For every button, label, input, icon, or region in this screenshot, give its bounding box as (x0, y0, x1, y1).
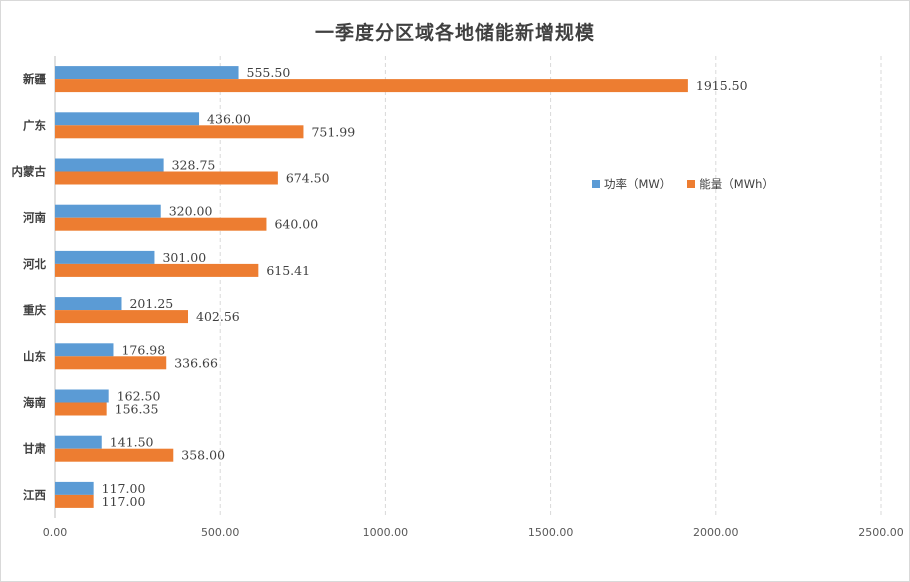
data-label-power: 301.00 (162, 250, 206, 265)
data-label-energy: 674.50 (286, 171, 330, 186)
legend-item-energy: 能量（MWh） (687, 176, 774, 192)
data-label-energy: 402.56 (196, 309, 240, 324)
x-tick-label: 1000.00 (363, 526, 409, 539)
bar-power (55, 112, 200, 126)
bar-power (55, 481, 94, 495)
data-label-energy: 358.00 (181, 448, 225, 463)
bar-energy (55, 125, 304, 139)
legend-label-energy: 能量（MWh） (699, 177, 774, 191)
category-label: 甘肃 (23, 442, 46, 456)
bar-energy (55, 494, 94, 508)
bar-power (55, 250, 155, 264)
category-label: 河北 (23, 257, 46, 271)
bar-energy (55, 310, 189, 324)
data-label-power: 176.98 (121, 342, 165, 357)
category-label: 内蒙古 (12, 165, 47, 179)
data-label-power: 141.50 (110, 435, 154, 450)
bar-energy (55, 217, 267, 231)
bar-energy (55, 448, 174, 462)
data-label-power: 117.00 (102, 481, 146, 496)
legend-label-power: 功率（MW） (604, 177, 672, 191)
bar-power (55, 204, 161, 218)
data-label-power: 328.75 (172, 158, 216, 173)
bar-power (55, 343, 114, 357)
category-label: 山东 (23, 349, 46, 363)
bar-energy (55, 171, 278, 185)
data-label-power: 555.50 (247, 65, 291, 80)
data-label-power: 162.50 (117, 389, 161, 404)
data-label-power: 201.25 (129, 296, 173, 311)
data-label-energy: 336.66 (174, 355, 218, 370)
data-label-energy: 751.99 (311, 124, 355, 139)
category-label: 新疆 (23, 72, 46, 86)
data-label-energy: 615.41 (266, 263, 310, 278)
data-label-energy: 640.00 (274, 217, 318, 232)
data-label-energy: 1915.50 (696, 78, 748, 93)
legend-swatch-energy (687, 180, 696, 188)
category-label: 重庆 (23, 303, 46, 317)
bar-power (55, 66, 239, 80)
bar-energy (55, 356, 167, 370)
bar-energy (55, 79, 688, 93)
category-label: 江西 (23, 488, 46, 502)
legend-item-power: 功率（MW） (592, 176, 671, 192)
data-label-power: 320.00 (169, 204, 213, 219)
data-label-energy: 117.00 (102, 494, 146, 509)
category-label: 海南 (23, 396, 46, 410)
legend: 功率（MW） 能量（MWh） (592, 176, 774, 192)
bar-power (55, 297, 122, 311)
category-label: 河南 (23, 211, 46, 225)
x-tick-label: 500.00 (201, 526, 240, 539)
bar-power (55, 389, 109, 403)
x-tick-label: 2000.00 (693, 526, 739, 539)
bar-energy (55, 263, 259, 277)
bar-energy (55, 402, 107, 416)
legend-swatch-power (592, 180, 600, 188)
data-label-energy: 156.35 (115, 402, 159, 417)
bar-power (55, 435, 102, 449)
data-label-power: 436.00 (207, 111, 251, 126)
x-tick-label: 0.00 (43, 526, 68, 539)
x-tick-label: 1500.00 (528, 526, 574, 539)
chart-title: 一季度分区域各地储能新增规模 (314, 22, 595, 44)
category-label: 广东 (23, 118, 46, 132)
x-tick-label: 2500.00 (858, 526, 904, 539)
bar-power (55, 158, 164, 172)
